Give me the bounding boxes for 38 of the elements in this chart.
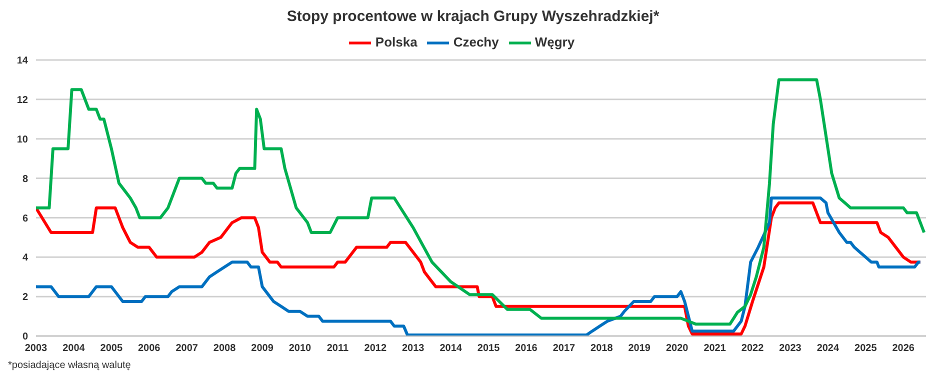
y-tick-label: 0: [22, 332, 28, 343]
y-tick-label: 12: [16, 94, 28, 106]
legend-label: Węgry: [534, 34, 575, 50]
x-tick-label: 2018: [590, 343, 614, 354]
x-tick-label: 2022: [741, 343, 764, 354]
x-tick-label: 2023: [779, 343, 802, 354]
x-tick-label: 2014: [440, 343, 462, 354]
y-tick-label: 8: [22, 174, 28, 185]
y-tick-label: 10: [16, 134, 28, 146]
x-tick-label: 2013: [402, 343, 425, 354]
x-tick-label: 2026: [892, 343, 915, 354]
x-tick-label: 2016: [515, 343, 538, 354]
x-tick-label: 2011: [326, 343, 349, 354]
x-tick-label: 2004: [62, 343, 86, 354]
line-series: [36, 78, 926, 326]
x-tick-label: 2025: [854, 343, 878, 354]
x-tick-label: 2015: [477, 343, 500, 354]
x-tick-label: 2021: [704, 343, 726, 354]
x-tick-label: 2024: [816, 343, 840, 354]
text: *posiadające własną walutę: [8, 360, 132, 371]
legend-label: Polska: [375, 34, 418, 50]
x-tick-label: 2012: [364, 343, 387, 354]
x-tick-label: 2020: [666, 343, 689, 354]
x-tick-label: 2007: [176, 343, 198, 354]
x-tick-label: 2009: [251, 343, 274, 354]
x-tick-label: 2006: [138, 343, 161, 354]
x-tick-label: 2019: [628, 343, 651, 354]
x-tick-label: 2017: [552, 343, 576, 354]
x-tick-label: 2005: [100, 343, 123, 354]
x-tick-label: 2003: [24, 343, 48, 354]
y-tick-label: 6: [22, 213, 28, 224]
legend-label: Czechy: [453, 34, 499, 50]
y-tick-label: 14: [16, 56, 28, 67]
y-tick-label: 4: [22, 252, 28, 264]
chart-title: Stopy procentowe w krajach Grupy Wyszehradzkiej*: [286, 8, 660, 27]
x-tick-label: 2010: [288, 343, 312, 354]
y-tick-label: 2: [22, 292, 28, 304]
x-tick-label: 2008: [213, 343, 236, 354]
